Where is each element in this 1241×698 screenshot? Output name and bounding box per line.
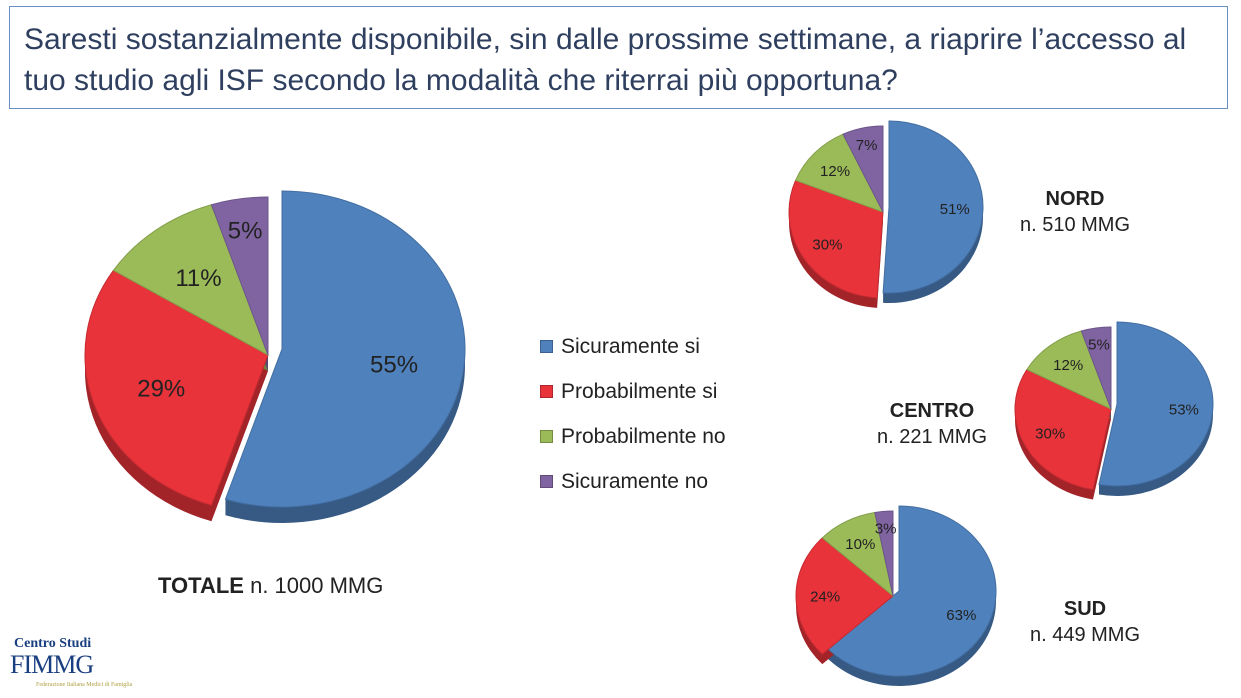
pie-sud: 63% 24% 10%3% (795, 505, 997, 687)
slice-label-probabilmente-si: 29% (137, 376, 185, 403)
slice-probabilmente-si (1014, 368, 1112, 491)
slice-probabilmente-si (788, 179, 884, 299)
centro-caption-bold: CENTRO (889, 400, 975, 422)
slice-probabilmente-no (794, 133, 885, 213)
total-caption-bold: TOTALE (158, 573, 244, 598)
legend: Sicuramente si Probabilmente si Probabil… (540, 324, 726, 504)
nord-caption-rest: n. 510 MMG (1019, 214, 1131, 236)
slice-depth-probabilmente-si (1015, 369, 1111, 500)
total-caption: TOTALE n. 1000 MMG (158, 573, 383, 599)
slice-label-probabilmente-no: 12% (1053, 357, 1083, 374)
slice-probabilmente-si (795, 537, 894, 655)
slice-depth-probabilmente-si (789, 180, 883, 308)
sud-caption: SUD n. 449 MMG (1020, 596, 1150, 648)
slice-label-probabilmente-no: 10% (845, 536, 875, 553)
legend-swatch (540, 475, 553, 488)
sud-caption-bold: SUD (1063, 598, 1107, 620)
slice-label-sicuramente-si: 63% (946, 607, 976, 624)
slice-label-probabilmente-si: 30% (1035, 426, 1065, 443)
pie-centro: 53% 30% 12% 5% (1014, 321, 1214, 500)
slice-label-probabilmente-no: 12% (820, 163, 850, 180)
slice-label-probabilmente-no: 11% (175, 265, 221, 292)
pie-nord: 51% 30% 12% 7% (788, 120, 984, 308)
slice-label-sicuramente-si: 51% (940, 201, 970, 218)
nord-caption-bold: NORD (1045, 188, 1105, 210)
total-caption-rest: n. 1000 MMG (243, 573, 384, 598)
logo-tagline: Federazione Italiana Medici di Famiglia (36, 682, 133, 688)
legend-swatch (540, 430, 553, 443)
logo-line1: Centro Studi (14, 636, 92, 651)
chart-title: Saresti sostanzialmente disponibile, sin… (24, 23, 1187, 97)
centro-studi-fimmg-logo: Centro Studi FIMMG Federazione Italiana … (6, 636, 132, 696)
slice-sicuramente-si (224, 190, 466, 508)
slice-sicuramente-si (882, 120, 984, 294)
slice-label-sicuramente-no: 7% (856, 137, 878, 154)
legend-swatch (540, 340, 553, 353)
slice-probabilmente-no (112, 204, 269, 357)
legend-swatch (540, 385, 553, 398)
title-box: Saresti sostanzialmente disponibile, sin… (9, 6, 1228, 109)
slice-label-sicuramente-si: 55% (370, 352, 418, 379)
slice-probabilmente-no (1026, 330, 1112, 410)
legend-item-probabilmente-no: Probabilmente no (540, 414, 726, 459)
legend-label: Sicuramente no (561, 469, 709, 493)
slice-label-sicuramente-si: 53% (1169, 402, 1199, 419)
slice-label-probabilmente-si: 24% (810, 588, 840, 605)
slice-sicuramente-no (842, 125, 884, 213)
slice-label-sicuramente-no: 5% (1088, 336, 1110, 353)
slice-probabilmente-si (84, 269, 269, 506)
legend-item-probabilmente-si: Probabilmente si (540, 369, 726, 414)
slice-sicuramente-si (1098, 321, 1214, 487)
slice-sicuramente-no (1080, 326, 1112, 410)
slice-label-sicuramente-no: 5% (228, 218, 263, 245)
sud-caption-rest: n. 449 MMG (1029, 624, 1141, 646)
slice-sicuramente-no (874, 510, 894, 597)
legend-item-sicuramente-si: Sicuramente si (540, 324, 726, 369)
pie-totale: 55% 29% 11% 5% (84, 190, 466, 523)
legend-label: Sicuramente si (561, 334, 700, 358)
centro-caption-rest: n. 221 MMG (876, 426, 988, 448)
legend-item-sicuramente-no: Sicuramente no (540, 459, 726, 504)
legend-label: Probabilmente no (561, 424, 726, 448)
logo-line2: FIMMG (10, 650, 94, 679)
slice-label-probabilmente-si: 30% (812, 237, 842, 254)
slice-depth-sicuramente-si (828, 506, 997, 687)
slice-label-sicuramente-no: 3% (875, 521, 897, 538)
slice-sicuramente-si (827, 505, 997, 677)
centro-caption: CENTRO n. 221 MMG (862, 398, 1002, 450)
nord-caption: NORD n. 510 MMG (1010, 186, 1140, 238)
legend-label: Probabilmente si (561, 379, 718, 403)
slice-sicuramente-no (210, 196, 269, 356)
